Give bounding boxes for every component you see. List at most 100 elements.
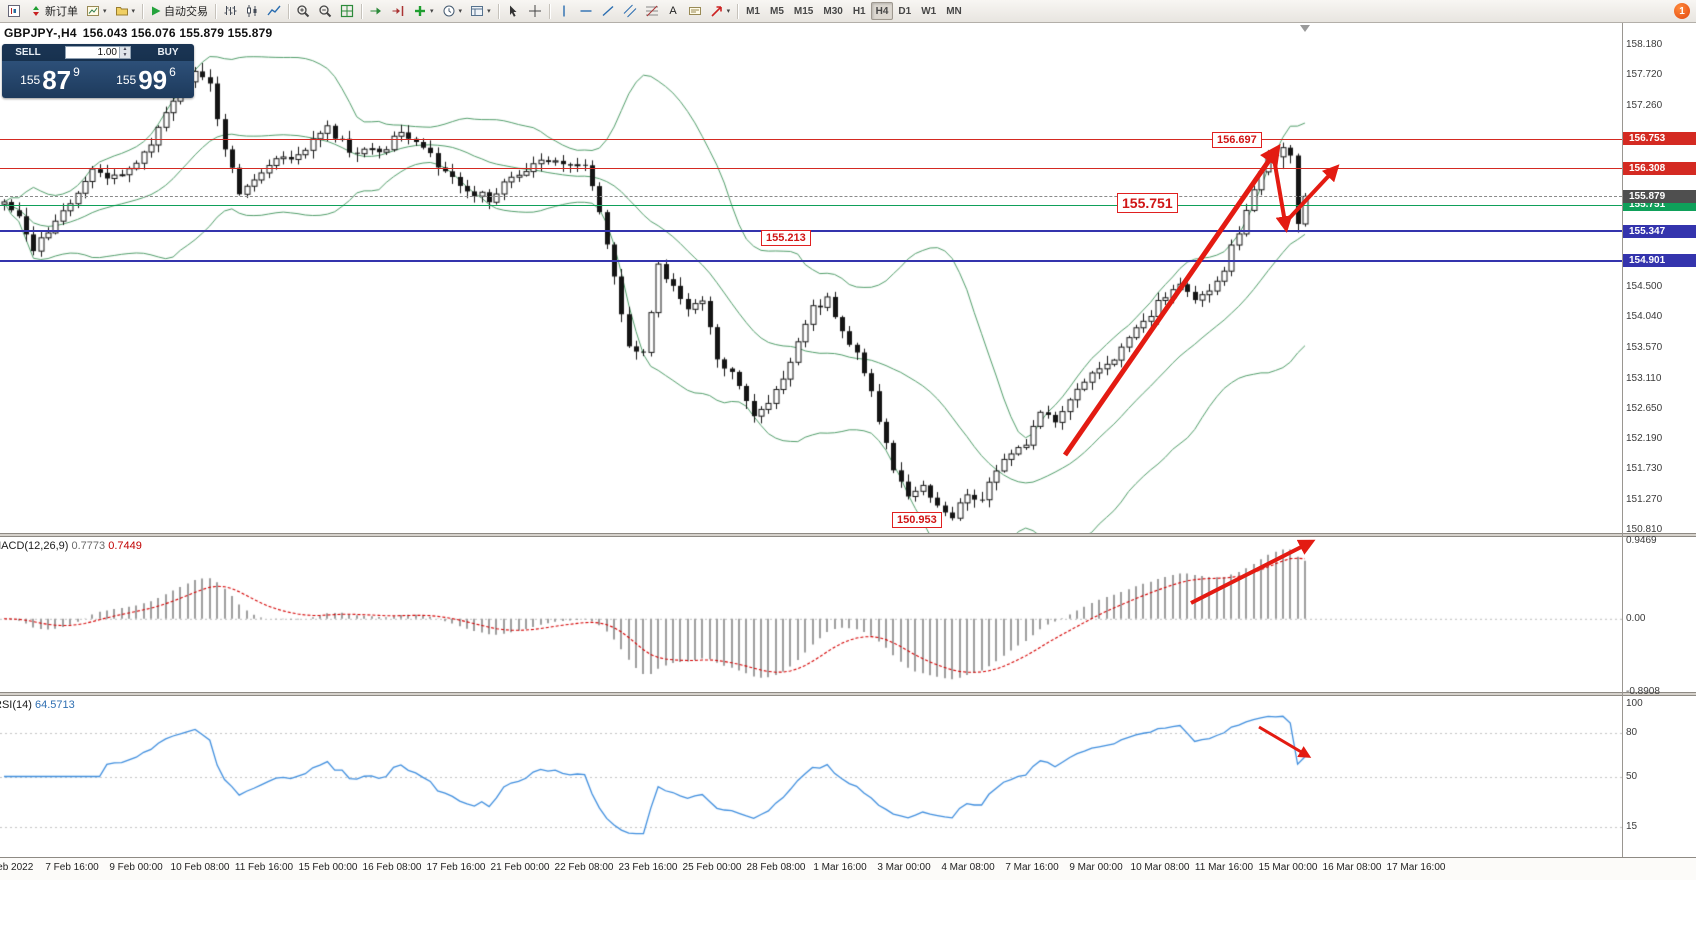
volume-up-button[interactable]: ▲ [119, 47, 130, 53]
timeframe-m30-button[interactable]: M30 [823, 5, 843, 17]
candlestick-type-button[interactable] [241, 2, 263, 21]
time-axis-label: 25 Feb 00:00 [682, 862, 742, 873]
chart-shift-button[interactable] [387, 2, 409, 21]
rsi-axis-value: 80 [1626, 727, 1638, 738]
price-axis-tick: 151.730 [1626, 463, 1663, 475]
toolbar-separator [548, 3, 550, 19]
main-chart-canvas[interactable] [0, 23, 1622, 534]
timeframe-h1-button[interactable]: H1 [852, 5, 866, 17]
price-tag-156.753: 156.753 [1623, 132, 1696, 146]
time-axis[interactable] [0, 858, 1696, 880]
notification-badge[interactable]: 1 [1674, 3, 1690, 19]
text-button[interactable]: A [669, 5, 677, 17]
timeframe-w1-button[interactable]: W1 [921, 5, 937, 17]
vertical-line-button[interactable] [553, 2, 575, 21]
chart-window-icon[interactable] [3, 2, 25, 21]
price-axis-tick: 153.110 [1626, 372, 1662, 384]
price-axis-tick: 152.190 [1626, 433, 1663, 445]
hline-156.753[interactable] [0, 138, 1622, 140]
time-axis-label: 17 Feb 16:00 [426, 862, 486, 873]
periods-button[interactable]: ▾ [438, 2, 467, 21]
bar-chart-type-button[interactable] [219, 2, 241, 21]
chart-shift-marker [1300, 25, 1310, 32]
hline-155.347[interactable] [0, 230, 1622, 233]
price-axis-tick: 152.650 [1626, 402, 1663, 414]
time-axis-label: 9 Feb 00:00 [109, 862, 163, 873]
time-axis-label: 22 Feb 08:00 [554, 862, 614, 873]
sell-price-prefix: 155 [20, 72, 41, 87]
panel-splitter[interactable] [0, 533, 1696, 537]
new-order-button[interactable]: 新订单 [25, 2, 82, 21]
timeframe-d1-button[interactable]: D1 [898, 5, 912, 17]
volume-value: 1.00 [97, 47, 117, 58]
buy-price-big: 99 [138, 64, 168, 95]
price-axis-tick: 157.260 [1626, 99, 1663, 111]
timeframe-mn-button[interactable]: MN [946, 5, 962, 17]
timeframe-h4-button[interactable]: H4 [870, 2, 894, 20]
panel-splitter[interactable] [0, 692, 1696, 696]
arrows-button[interactable]: ▾ [706, 2, 735, 21]
one-click-trading-panel: SELL 1.00 ▲ ▼ BUY 155 87 9 155 99 6 [2, 44, 194, 98]
rsi-axis-value: 50 [1626, 770, 1638, 782]
channel-button[interactable] [619, 2, 641, 21]
label-button[interactable] [684, 2, 706, 21]
timeframe-m5-button[interactable]: M5 [770, 5, 784, 17]
timeframe-m1-button[interactable]: M1 [746, 5, 760, 17]
time-axis-label: 21 Feb 00:00 [490, 862, 550, 873]
autotrading-button[interactable]: 自动交易 [146, 2, 212, 21]
time-axis-label: 7 Feb 16:00 [45, 862, 99, 873]
macd-panel-canvas[interactable] [0, 537, 1622, 692]
volume-down-button[interactable]: ▼ [119, 52, 130, 58]
line-chart-type-button[interactable] [263, 2, 285, 21]
price-axis-tick: 150.810 [1626, 523, 1663, 535]
sell-label: SELL [15, 47, 41, 58]
volume-stepper: ▲ ▼ [119, 47, 130, 58]
hline-155.751[interactable] [0, 204, 1622, 206]
time-axis-label: 7 Feb 2022 [0, 862, 34, 873]
macd-signal-value: 0.7449 [108, 540, 142, 552]
buy-price-sup: 6 [169, 65, 176, 79]
toolbar-separator [737, 3, 739, 19]
auto-scroll-button[interactable] [365, 2, 387, 21]
price-axis-border [1622, 23, 1623, 857]
fibonacci-button[interactable] [641, 2, 663, 21]
rsi-panel-canvas[interactable] [0, 696, 1622, 857]
crosshair-button[interactable] [524, 2, 546, 21]
zoom-out-button[interactable] [314, 2, 336, 21]
cursor-button[interactable] [502, 2, 524, 21]
sell-button[interactable]: 155 87 9 [2, 61, 98, 98]
indicators-button[interactable]: ▾ [415, 6, 434, 16]
price-callout-156.697: 156.697 [1212, 132, 1262, 149]
profiles-button[interactable]: ▾ [111, 2, 140, 21]
templates-button[interactable]: ▾ [466, 2, 495, 21]
horizontal-line-button[interactable] [575, 2, 597, 21]
toolbar-separator [361, 3, 363, 19]
toolbar: 新订单 ▾ ▾ 自动交易 ▾ ▾ ▾ A ▾ M1 M5 M15 M30 H1 H4 D1 W1 MN [0, 0, 1696, 23]
hline-154.901[interactable] [0, 259, 1622, 262]
sell-price-big: 87 [42, 64, 72, 95]
tile-windows-button[interactable] [336, 2, 358, 21]
macd-axis-value: 0.00 [1626, 612, 1646, 624]
price-tag-156.308: 156.308 [1623, 161, 1696, 175]
time-axis-label: 15 Mar 00:00 [1258, 862, 1318, 873]
timeframe-m15-button[interactable]: M15 [793, 5, 814, 17]
macd-indicator-label: MACD(12,26,9) 0.7773 0.7449 [0, 540, 142, 552]
sell-price-sup: 9 [73, 65, 80, 79]
ohlc-values: 156.043 156.076 155.879 155.879 [82, 26, 273, 40]
time-axis-label: 16 Feb 08:00 [362, 862, 422, 873]
hline-156.308[interactable] [0, 168, 1622, 170]
macd-axis-value: 0.9469 [1626, 535, 1657, 546]
macd-main-value: 0.7773 [71, 540, 106, 552]
trendline-button[interactable] [597, 2, 619, 21]
new-chart-button[interactable]: ▾ [82, 2, 111, 21]
time-axis-border [0, 857, 1696, 858]
buy-button[interactable]: 155 99 6 [98, 61, 194, 98]
time-axis-label: 10 Mar 08:00 [1130, 862, 1190, 873]
price-axis-tick: 151.270 [1626, 493, 1663, 505]
trade-panel-price-row: 155 87 9 155 99 6 [2, 61, 194, 98]
time-axis-label: 11 Feb 16:00 [234, 862, 294, 873]
volume-input[interactable]: 1.00 ▲ ▼ [65, 46, 131, 59]
price-axis-tick: 153.570 [1626, 342, 1663, 354]
zoom-in-button[interactable] [292, 2, 314, 21]
symbol-period-label: GBPJPY-,H4 [4, 26, 77, 40]
